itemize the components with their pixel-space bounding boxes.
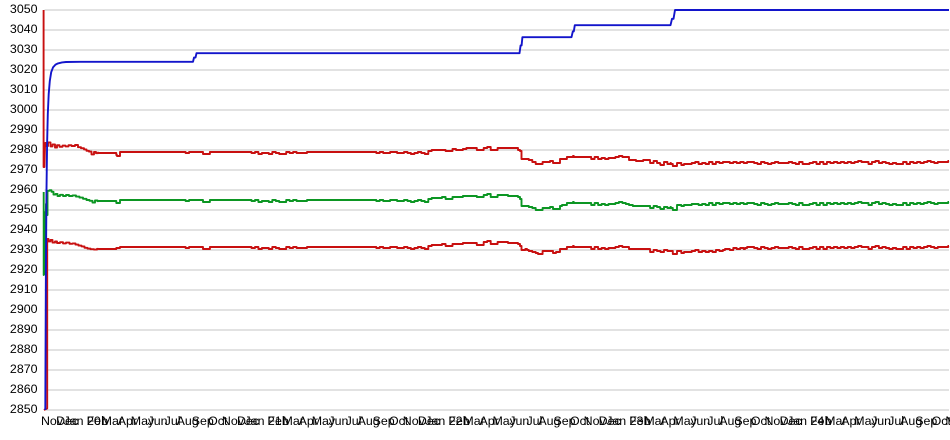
svg-text:Jul: Jul (165, 414, 181, 428)
svg-text:Jun: Jun (509, 414, 529, 428)
svg-text:Feb: Feb (629, 414, 650, 428)
svg-text:Aug: Aug (177, 414, 199, 428)
svg-text:3000: 3000 (10, 102, 38, 116)
svg-text:3040: 3040 (10, 22, 38, 36)
svg-text:Jun: Jun (871, 414, 891, 428)
svg-text:Mar: Mar (644, 414, 665, 428)
svg-text:Feb: Feb (87, 414, 108, 428)
svg-text:Jun: Jun (148, 414, 168, 428)
svg-text:2910: 2910 (10, 282, 38, 296)
svg-text:May: May (131, 414, 155, 428)
svg-text:Jan 23: Jan 23 (606, 414, 643, 428)
svg-text:Nov: Nov (584, 414, 607, 428)
svg-text:Dec: Dec (418, 414, 440, 428)
svg-text:Mar: Mar (825, 414, 846, 428)
svg-text:Nov: Nov (41, 414, 64, 428)
svg-text:2970: 2970 (10, 162, 38, 176)
svg-text:2880: 2880 (10, 342, 38, 356)
svg-text:Jan 24: Jan 24 (787, 414, 824, 428)
svg-text:2900: 2900 (10, 302, 38, 316)
svg-text:Feb: Feb (448, 414, 469, 428)
svg-text:Oct: Oct (208, 414, 228, 428)
svg-text:Sep: Sep (734, 414, 756, 428)
svg-text:Dec: Dec (56, 414, 78, 428)
svg-text:Feb: Feb (810, 414, 831, 428)
svg-text:May: May (312, 414, 336, 428)
svg-text:2870: 2870 (10, 362, 38, 376)
svg-text:Jan 21: Jan 21 (244, 414, 281, 428)
svg-text:3020: 3020 (10, 62, 38, 76)
svg-text:Jun: Jun (328, 414, 348, 428)
svg-text:Aug: Aug (900, 414, 922, 428)
svg-text:2920: 2920 (10, 262, 38, 276)
svg-text:Oct: Oct (751, 414, 771, 428)
svg-text:May: May (854, 414, 878, 428)
svg-text:Apr: Apr (480, 414, 499, 428)
svg-text:2890: 2890 (10, 322, 38, 336)
svg-text:Sep: Sep (553, 414, 575, 428)
svg-text:Aug: Aug (538, 414, 560, 428)
svg-text:Jul: Jul (888, 414, 904, 428)
svg-text:Sep: Sep (915, 414, 937, 428)
svg-text:Aug: Aug (719, 414, 741, 428)
svg-text:Mar: Mar (463, 414, 484, 428)
svg-text:2980: 2980 (10, 142, 38, 156)
svg-text:2850: 2850 (10, 402, 38, 416)
svg-text:Aug: Aug (358, 414, 380, 428)
svg-text:Sep: Sep (373, 414, 395, 428)
svg-text:Nov: Nov (222, 414, 245, 428)
svg-text:Dec: Dec (599, 414, 621, 428)
svg-text:2860: 2860 (10, 382, 38, 396)
svg-text:May: May (673, 414, 697, 428)
svg-text:2960: 2960 (10, 182, 38, 196)
svg-text:Sep: Sep (192, 414, 214, 428)
svg-text:Apr: Apr (841, 414, 860, 428)
svg-text:2990: 2990 (10, 122, 38, 136)
svg-text:Jul: Jul (526, 414, 542, 428)
svg-text:3050: 3050 (10, 2, 38, 16)
svg-text:2950: 2950 (10, 202, 38, 216)
svg-text:2930: 2930 (10, 242, 38, 256)
svg-text:Jul: Jul (346, 414, 362, 428)
svg-text:Nov: Nov (403, 414, 426, 428)
svg-text:2940: 2940 (10, 222, 38, 236)
svg-text:Nov: Nov (764, 414, 787, 428)
svg-text:Apr: Apr (299, 414, 318, 428)
svg-text:Jan 20: Jan 20 (64, 414, 101, 428)
svg-text:Oct: Oct (570, 414, 590, 428)
svg-text:Jan 22: Jan 22 (425, 414, 462, 428)
svg-text:Mar: Mar (283, 414, 304, 428)
svg-text:May: May (492, 414, 516, 428)
svg-text:Oct: Oct (389, 414, 409, 428)
svg-text:Feb: Feb (267, 414, 288, 428)
svg-text:Apr: Apr (660, 414, 679, 428)
svg-text:3010: 3010 (10, 82, 38, 96)
svg-text:Apr: Apr (118, 414, 137, 428)
svg-text:Jun: Jun (690, 414, 710, 428)
svg-text:Dec: Dec (237, 414, 259, 428)
svg-text:3030: 3030 (10, 42, 38, 56)
svg-text:Oct: Oct (932, 414, 950, 428)
svg-text:Mar: Mar (102, 414, 123, 428)
svg-text:Jul: Jul (707, 414, 723, 428)
svg-text:Nov: Nov (945, 414, 950, 428)
svg-text:Dec: Dec (780, 414, 802, 428)
